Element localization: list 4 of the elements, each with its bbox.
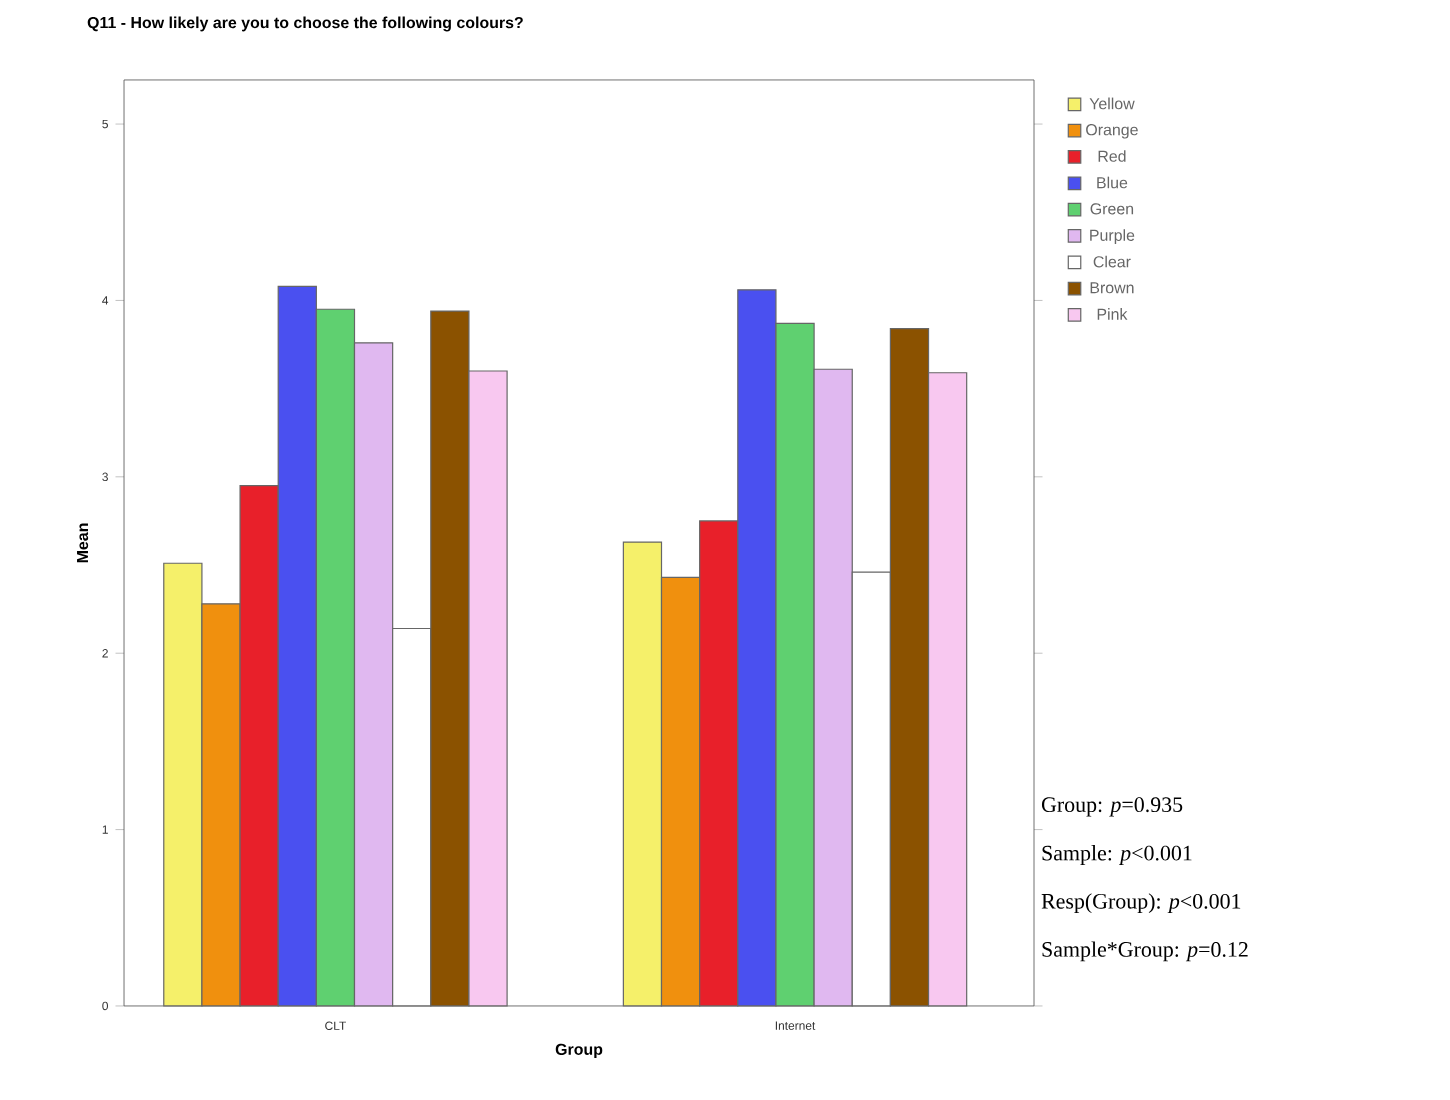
text: Sample*Group: p=0.12: [1042, 941, 1248, 962]
text: Sample: p<0.001: [1042, 845, 1192, 865]
text: Group: p=0.935: [1041, 797, 1183, 817]
text: Resp(Group): p<0.001: [1041, 893, 1241, 914]
